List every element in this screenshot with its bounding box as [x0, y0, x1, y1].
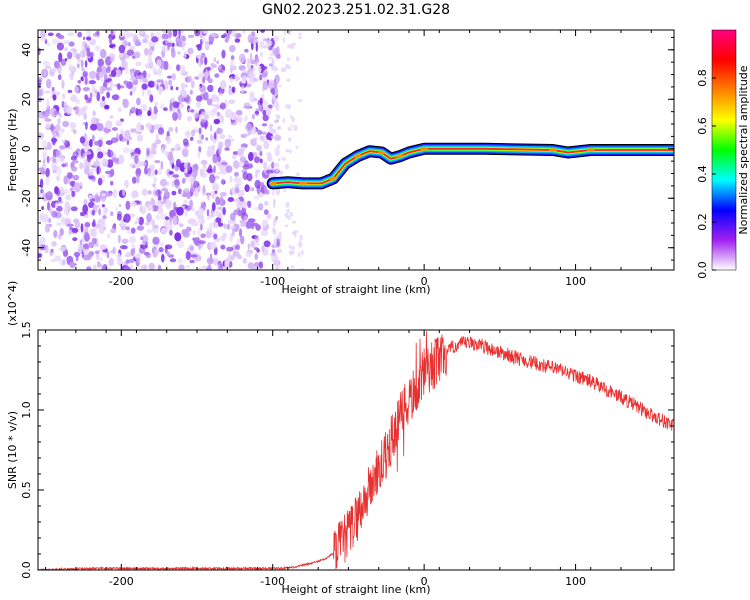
snr-x-label: Height of straight line (km) — [281, 583, 430, 596]
spectrogram-y-tick-label: 20 — [20, 92, 33, 106]
snr-frame — [37, 329, 675, 571]
snr-x-tick-label: -100 — [260, 575, 285, 588]
spectrogram-plot-area — [38, 30, 674, 270]
snr-x-tick-label: 100 — [565, 575, 586, 588]
spectrogram-x-tick-label: 100 — [565, 275, 586, 288]
snr-y-tick-label: 1.5 — [20, 321, 33, 339]
snr-x-tick-label: 0 — [421, 575, 428, 588]
snr-series-line — [38, 331, 674, 570]
colorbar-tick-label: 0.0 — [696, 261, 709, 279]
spectrogram-y-ticks: -40 -20 0 20 40 — [20, 36, 674, 261]
spectrogram-frame — [37, 29, 675, 271]
spectrogram-y-tick-label: -20 — [20, 189, 33, 207]
spectrogram-y-label: Frequency (Hz) — [6, 109, 19, 192]
colorbar-ticks: 0.0 0.2 0.4 0.6 0.8 — [696, 69, 716, 279]
spectrogram-x-tick-label: -100 — [260, 275, 285, 288]
snr-y-tick-label: 0.0 — [20, 561, 33, 579]
spectrogram-x-label: Height of straight line (km) — [281, 283, 430, 296]
spectrogram-y-tick-label: 0 — [20, 145, 33, 152]
snr-y-tick-label: 1.0 — [20, 401, 33, 419]
colorbar: 0.0 0.2 0.4 0.6 0.8 Normalized spectral ampl… — [696, 29, 750, 279]
snr-y-multiplier: (x10^4) — [6, 281, 19, 326]
spectrogram-y-tick-label: 40 — [20, 43, 33, 57]
spectrogram-x-tick-label: 0 — [421, 275, 428, 288]
colorbar-tick-label: 0.2 — [696, 213, 709, 231]
colorbar-tick-label: 0.4 — [696, 165, 709, 183]
chart-title: GN02.2023.251.02.31.G28 — [262, 2, 450, 18]
colorbar-label: Normalized spectral amplitude — [737, 65, 750, 234]
snr-plot-area — [38, 331, 674, 570]
noise-speckle — [38, 30, 305, 270]
snr-y-ticks: 0.0 0.5 1.0 1.5 — [20, 321, 674, 579]
snr-y-tick-label: 0.5 — [20, 481, 33, 499]
frequency-ridge — [266, 142, 674, 190]
spectrogram-x-tick-label: -200 — [109, 275, 134, 288]
spectrogram-y-tick-label: -40 — [20, 239, 33, 257]
snr-x-ticks: -200 -100 0 100 — [45, 330, 652, 588]
spectrogram-x-ticks: -200 -100 0 100 — [45, 30, 652, 288]
snr-x-tick-label: -200 — [109, 575, 134, 588]
snr-panel: -200 -100 0 100 0.0 0.5 1.0 1.5 Height of stra… — [6, 281, 675, 596]
colorbar-gradient — [711, 29, 737, 271]
colorbar-tick-label: 0.6 — [696, 117, 709, 135]
snr-y-label: SNR (10 * v/v) — [6, 411, 19, 489]
colorbar-tick-label: 0.8 — [696, 69, 709, 87]
